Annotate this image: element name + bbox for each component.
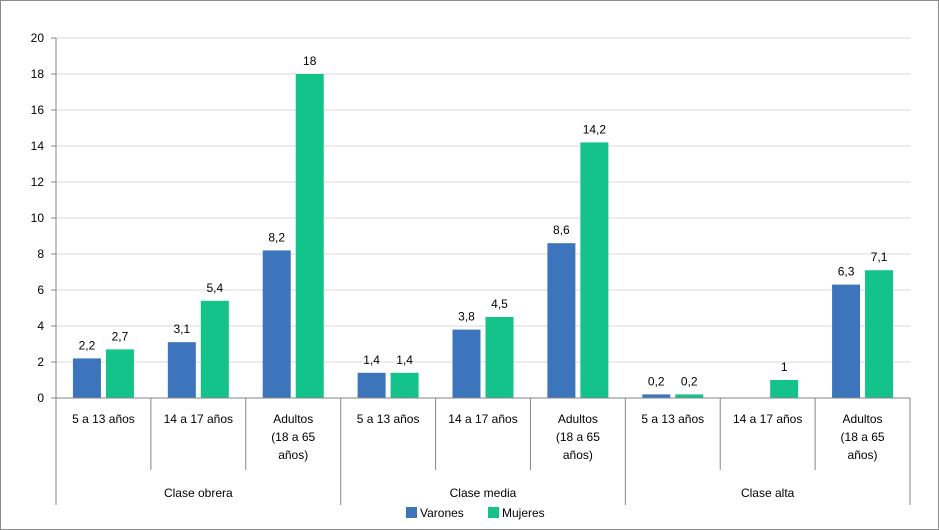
y-tick-label: 18: [31, 67, 45, 81]
bar-mujeres: [295, 74, 324, 398]
data-label: 8,6: [553, 223, 570, 237]
data-label: 3,8: [458, 310, 475, 324]
data-label: 14,2: [583, 122, 607, 136]
data-label: 0,2: [648, 374, 665, 388]
data-label: 2,2: [79, 338, 96, 352]
x-tick-label: 5 a 13 años: [641, 412, 704, 426]
x-tick-label: Adultos (18 a 65 años): [271, 412, 315, 462]
bar-mujeres: [200, 300, 229, 398]
legend-label-varones: Varones: [420, 506, 464, 520]
bar-mujeres: [770, 380, 799, 398]
x-tick-label-line: Adultos: [558, 412, 598, 426]
x-tick-label: Adultos (18 a 65 años): [841, 412, 885, 462]
data-label: 3,1: [173, 322, 190, 336]
bar-varones: [262, 250, 291, 398]
y-tick-label: 2: [37, 355, 44, 369]
x-tick-label: 14 a 17 años: [733, 412, 802, 426]
bar-mujeres: [675, 394, 704, 398]
data-label: 5,4: [206, 281, 223, 295]
y-tick-label: 20: [31, 31, 45, 45]
data-label: 0,2: [681, 374, 698, 388]
bar-varones: [452, 329, 481, 398]
data-label: 18: [303, 54, 317, 68]
data-label: 1: [781, 360, 788, 374]
y-tick-label: 10: [31, 211, 45, 225]
y-tick-label: 16: [31, 103, 45, 117]
legend-label-mujeres: Mujeres: [502, 506, 545, 520]
data-label: 1,4: [363, 353, 380, 367]
x-tick-label-line: años): [278, 448, 308, 462]
bar-mujeres: [390, 372, 419, 398]
x-tick-label: 14 a 17 años: [164, 412, 233, 426]
bar-varones: [547, 243, 576, 398]
gridlines: [56, 37, 910, 363]
y-tick-label: 12: [31, 175, 45, 189]
x-tick-label: 14 a 17 años: [448, 412, 517, 426]
y-tick-label: 4: [37, 319, 44, 333]
x-tick-label-line: (18 a 65: [556, 430, 600, 444]
bar-varones: [72, 358, 101, 398]
x-tick-label-line: años): [848, 448, 878, 462]
data-label: 1,4: [396, 353, 413, 367]
data-label: 6,3: [838, 265, 855, 279]
data-label: 7,1: [871, 250, 888, 264]
x-axis: 5 a 13 años 14 a 17 años Adultos (18 a 65 añ…: [55, 397, 911, 505]
x-tick-label: 5 a 13 años: [357, 412, 420, 426]
x-tick-label: Adultos (18 a 65 años): [556, 412, 600, 462]
bar-varones: [167, 342, 196, 398]
data-labels: 2,2 2,7 3,1 5,4 8,2 18 1,4 1,4 3,8 4,5 8,6 14,2 0,2 0…: [79, 54, 888, 388]
bar-mujeres: [485, 317, 514, 398]
bars: [72, 74, 894, 398]
group-label: Clase obrera: [164, 486, 233, 500]
y-axis: 0 2 4 6 8 10 12 14 16 18 20: [31, 31, 57, 405]
data-label: 8,2: [268, 230, 285, 244]
bar-mujeres: [580, 142, 609, 398]
bar-varones: [357, 372, 386, 398]
y-tick-label: 0: [37, 391, 44, 405]
bar-varones: [832, 284, 861, 398]
x-tick-label-line: Adultos: [843, 412, 883, 426]
legend-swatch-mujeres: [488, 507, 499, 518]
group-label: Clase alta: [741, 486, 795, 500]
y-tick-label: 14: [31, 139, 45, 153]
legend-swatch-varones: [406, 507, 417, 518]
bar-mujeres: [105, 349, 134, 398]
data-label: 2,7: [112, 329, 129, 343]
y-tick-label: 8: [37, 247, 44, 261]
x-tick-label-line: (18 a 65: [271, 430, 315, 444]
group-label: Clase media: [450, 486, 517, 500]
bar-varones: [642, 394, 671, 398]
x-tick-label-line: (18 a 65: [841, 430, 885, 444]
legend: Varones Mujeres: [406, 506, 545, 520]
x-tick-label: 5 a 13 años: [72, 412, 135, 426]
data-label: 4,5: [491, 297, 508, 311]
x-tick-label-line: años): [563, 448, 593, 462]
x-tick-label-line: Adultos: [273, 412, 313, 426]
y-tick-label: 6: [37, 283, 44, 297]
bar-mujeres: [865, 270, 894, 398]
